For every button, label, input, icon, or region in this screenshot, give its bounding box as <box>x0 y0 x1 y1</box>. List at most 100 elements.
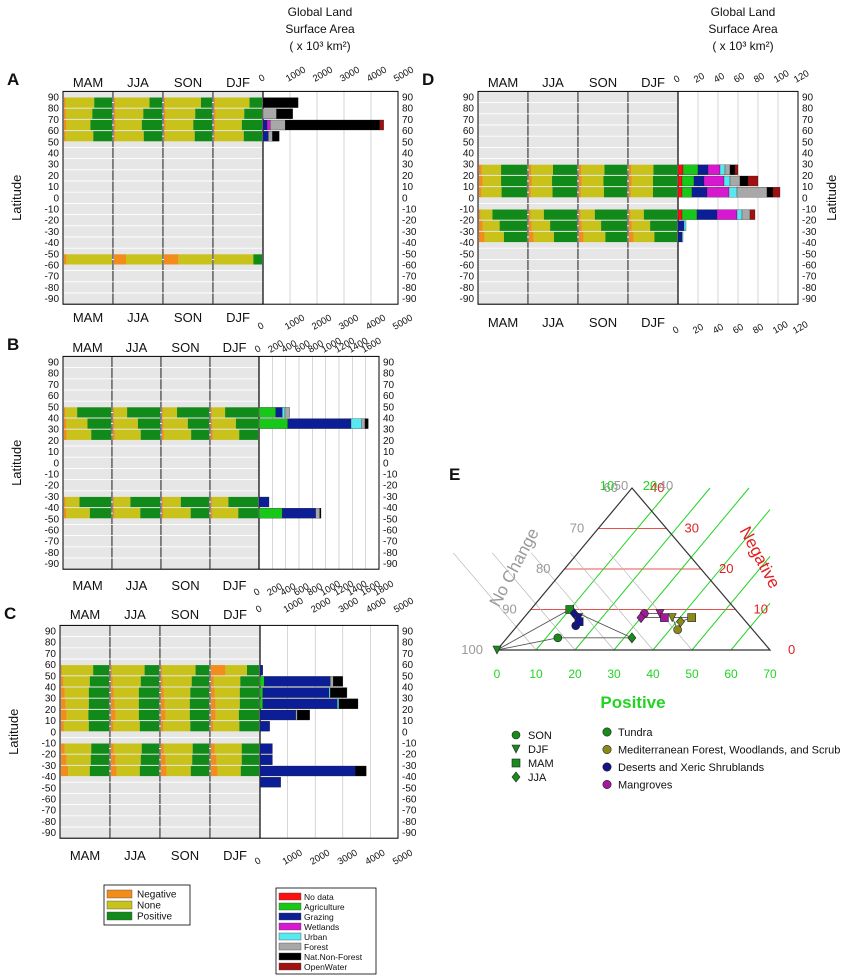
season-bar-none <box>217 765 241 777</box>
area-bar-nat_non_forest <box>330 687 348 698</box>
season-bar-positive <box>94 97 112 108</box>
season-bar-none <box>481 187 502 198</box>
season-bar-none <box>114 508 141 519</box>
season-bar-none <box>164 698 190 709</box>
lat-tick-right: -90 <box>383 559 398 570</box>
season-label-bottom: MAM <box>72 578 102 593</box>
season-bar-positive <box>553 231 577 243</box>
season-bar-none <box>211 496 229 508</box>
area-bar-agriculture <box>259 687 263 698</box>
legend-swatch-grazing <box>278 912 302 921</box>
season-bar-negative <box>629 175 632 187</box>
season-bar-none <box>215 108 245 119</box>
season-bar-negative <box>629 187 631 198</box>
lat-tick-left: -30 <box>45 227 60 238</box>
ternary-point-diamond <box>636 612 646 624</box>
lat-tick-left: -90 <box>45 294 60 305</box>
area-axis-title: ( x 10³ km²) <box>712 39 773 53</box>
lat-tick-left: 90 <box>45 627 57 638</box>
lat-tick-right: 70 <box>802 115 814 126</box>
season-bar-positive <box>653 164 677 175</box>
season-bar-none <box>580 209 595 220</box>
lat-tick-left: 10 <box>48 447 60 458</box>
ternary-point-diamond <box>569 608 579 620</box>
area-bar-grazing <box>677 220 685 231</box>
lat-tick-left: -60 <box>45 261 60 272</box>
legend-swatch-wetlands <box>278 922 302 931</box>
area-axis-title: Global Land <box>711 5 776 19</box>
season-bar-positive <box>189 709 209 721</box>
ternary-point-triangle <box>667 613 677 623</box>
lat-tick-left: 90 <box>48 358 60 369</box>
lat-tick-right: 20 <box>402 705 414 716</box>
lat-tick-right: -60 <box>802 261 817 272</box>
season-bar-negative <box>111 698 115 709</box>
season-bar-positive <box>88 687 109 698</box>
lat-tick-left: -90 <box>42 828 57 839</box>
area-bar-nat_non_forest <box>319 508 322 519</box>
lat-tick-left: 50 <box>48 402 60 413</box>
lat-tick-left: -80 <box>42 817 57 828</box>
season-bar-positive <box>543 209 577 220</box>
lat-tick-left: 10 <box>463 182 475 193</box>
season-bar-negative <box>161 721 164 732</box>
area-bar-urban <box>350 418 362 429</box>
season-bar-positive <box>191 429 209 440</box>
season-label-top: SON <box>589 75 617 90</box>
lat-tick-right: 0 <box>802 193 808 204</box>
season-bar-negative <box>211 407 212 418</box>
ternary-axis-name-negative: Negative <box>736 523 784 591</box>
area-bar-nat_non_forest <box>262 97 299 108</box>
lat-tick-left: 30 <box>45 694 57 705</box>
area-tick-bottom: 2000 <box>310 313 334 333</box>
lat-tick-right: -70 <box>402 272 417 283</box>
season-bar-none <box>163 429 192 440</box>
lat-tick-right: 10 <box>802 182 814 193</box>
season-bar-positive <box>177 407 209 418</box>
season-label-bottom: JJA <box>126 578 148 593</box>
season-bar-none <box>65 97 95 108</box>
season-bar-positive <box>91 743 109 754</box>
lat-tick-right: -20 <box>802 216 817 227</box>
area-bar-grazing <box>282 508 316 519</box>
area-axis-title: Global Land <box>288 5 353 19</box>
season-bar-positive <box>603 175 627 187</box>
season-label-top: DJF <box>641 75 665 90</box>
lat-tick-right: -20 <box>402 216 417 227</box>
area-tick-top: 2000 <box>311 65 335 85</box>
season-bar-negative <box>61 765 69 777</box>
season-label-bottom: JJA <box>542 315 564 330</box>
season-bar-negative <box>161 743 164 754</box>
season-bar-none <box>214 254 254 265</box>
area-tick-bottom: 2000 <box>308 848 332 868</box>
ternary-biome-legend-swatch <box>602 762 612 772</box>
lat-tick-right: -60 <box>383 526 398 537</box>
ternary-positive-grid <box>574 487 711 651</box>
lat-tick-right: 30 <box>402 694 414 705</box>
lat-tick-right: -60 <box>402 795 417 806</box>
ternary-top-label: 10 <box>600 478 614 493</box>
lat-tick-left: -60 <box>460 261 475 272</box>
season-bar-positive <box>195 665 209 676</box>
area-tick-top: 1000 <box>282 596 306 616</box>
ternary-point-triangle <box>492 645 502 655</box>
season-bar-positive <box>137 418 160 429</box>
season-bar-none <box>114 97 150 108</box>
lat-tick-right: -30 <box>402 227 417 238</box>
area-bar-urban <box>681 231 684 243</box>
lat-tick-left: -10 <box>45 205 60 216</box>
lat-tick-left: 40 <box>463 149 475 160</box>
lat-tick-left: -60 <box>42 795 57 806</box>
season-panel-bg <box>577 91 629 305</box>
lat-tick-right: 80 <box>402 638 414 649</box>
lat-tick-left: 10 <box>45 716 57 727</box>
season-bar-none <box>114 418 138 429</box>
season-bar-none <box>65 496 80 508</box>
lat-tick-left: 80 <box>48 104 60 115</box>
lat-tick-left: -90 <box>460 294 475 305</box>
season-bar-positive <box>190 508 209 519</box>
season-bar-none <box>631 164 654 175</box>
lat-tick-right: -80 <box>802 283 817 294</box>
season-bar-none <box>126 254 162 265</box>
season-bar-negative <box>211 743 215 754</box>
